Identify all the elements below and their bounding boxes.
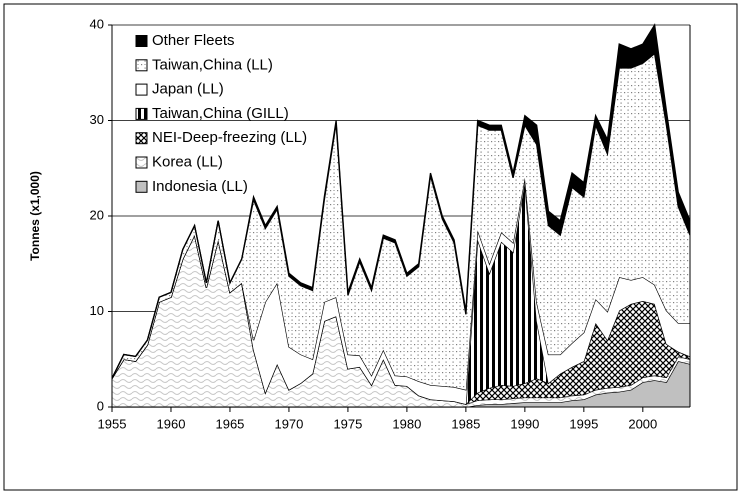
legend-swatch (135, 83, 148, 96)
y-axis-label: Tonnes (x1,000) (28, 171, 42, 261)
legend-label: Korea (LL) (152, 153, 223, 170)
legend-swatch (135, 156, 148, 169)
y-tick-label: 40 (90, 16, 104, 31)
x-tick-label: 1975 (333, 416, 362, 431)
legend-label: Other Fleets (152, 32, 235, 49)
legend-label: Taiwan,China (GILL) (152, 105, 289, 122)
legend-label: Japan (LL) (152, 81, 224, 98)
y-tick-label: 10 (90, 303, 104, 318)
x-tick-label: 1985 (451, 416, 480, 431)
legend-label: Indonesia (LL) (152, 178, 248, 195)
area (112, 53, 690, 390)
legend-label: Taiwan,China (LL) (152, 56, 273, 73)
x-tick-label: 1990 (510, 416, 539, 431)
legend-swatch (135, 132, 148, 145)
area (112, 235, 690, 407)
y-tick-label: 30 (90, 112, 104, 127)
x-tick-label: 1970 (274, 416, 303, 431)
x-tick-label: 2000 (628, 416, 657, 431)
legend-swatch (135, 35, 148, 47)
x-tick-label: 1960 (157, 416, 186, 431)
x-tick-label: 1965 (215, 416, 244, 431)
y-tick-label: 0 (97, 398, 104, 413)
y-tick-label: 20 (90, 207, 104, 222)
area (112, 177, 690, 405)
x-tick-label: 1980 (392, 416, 421, 431)
x-tick-label: 1955 (98, 416, 127, 431)
legend-swatch (135, 107, 148, 120)
frame (3, 3, 738, 491)
legend-swatch (135, 59, 148, 72)
legend-swatch (135, 180, 148, 193)
area (112, 25, 690, 379)
legend-label: NEI-Deep-freezing (LL) (152, 129, 307, 146)
x-tick-label: 1995 (569, 416, 598, 431)
area (112, 361, 690, 407)
area-edge (111, 23, 691, 379)
